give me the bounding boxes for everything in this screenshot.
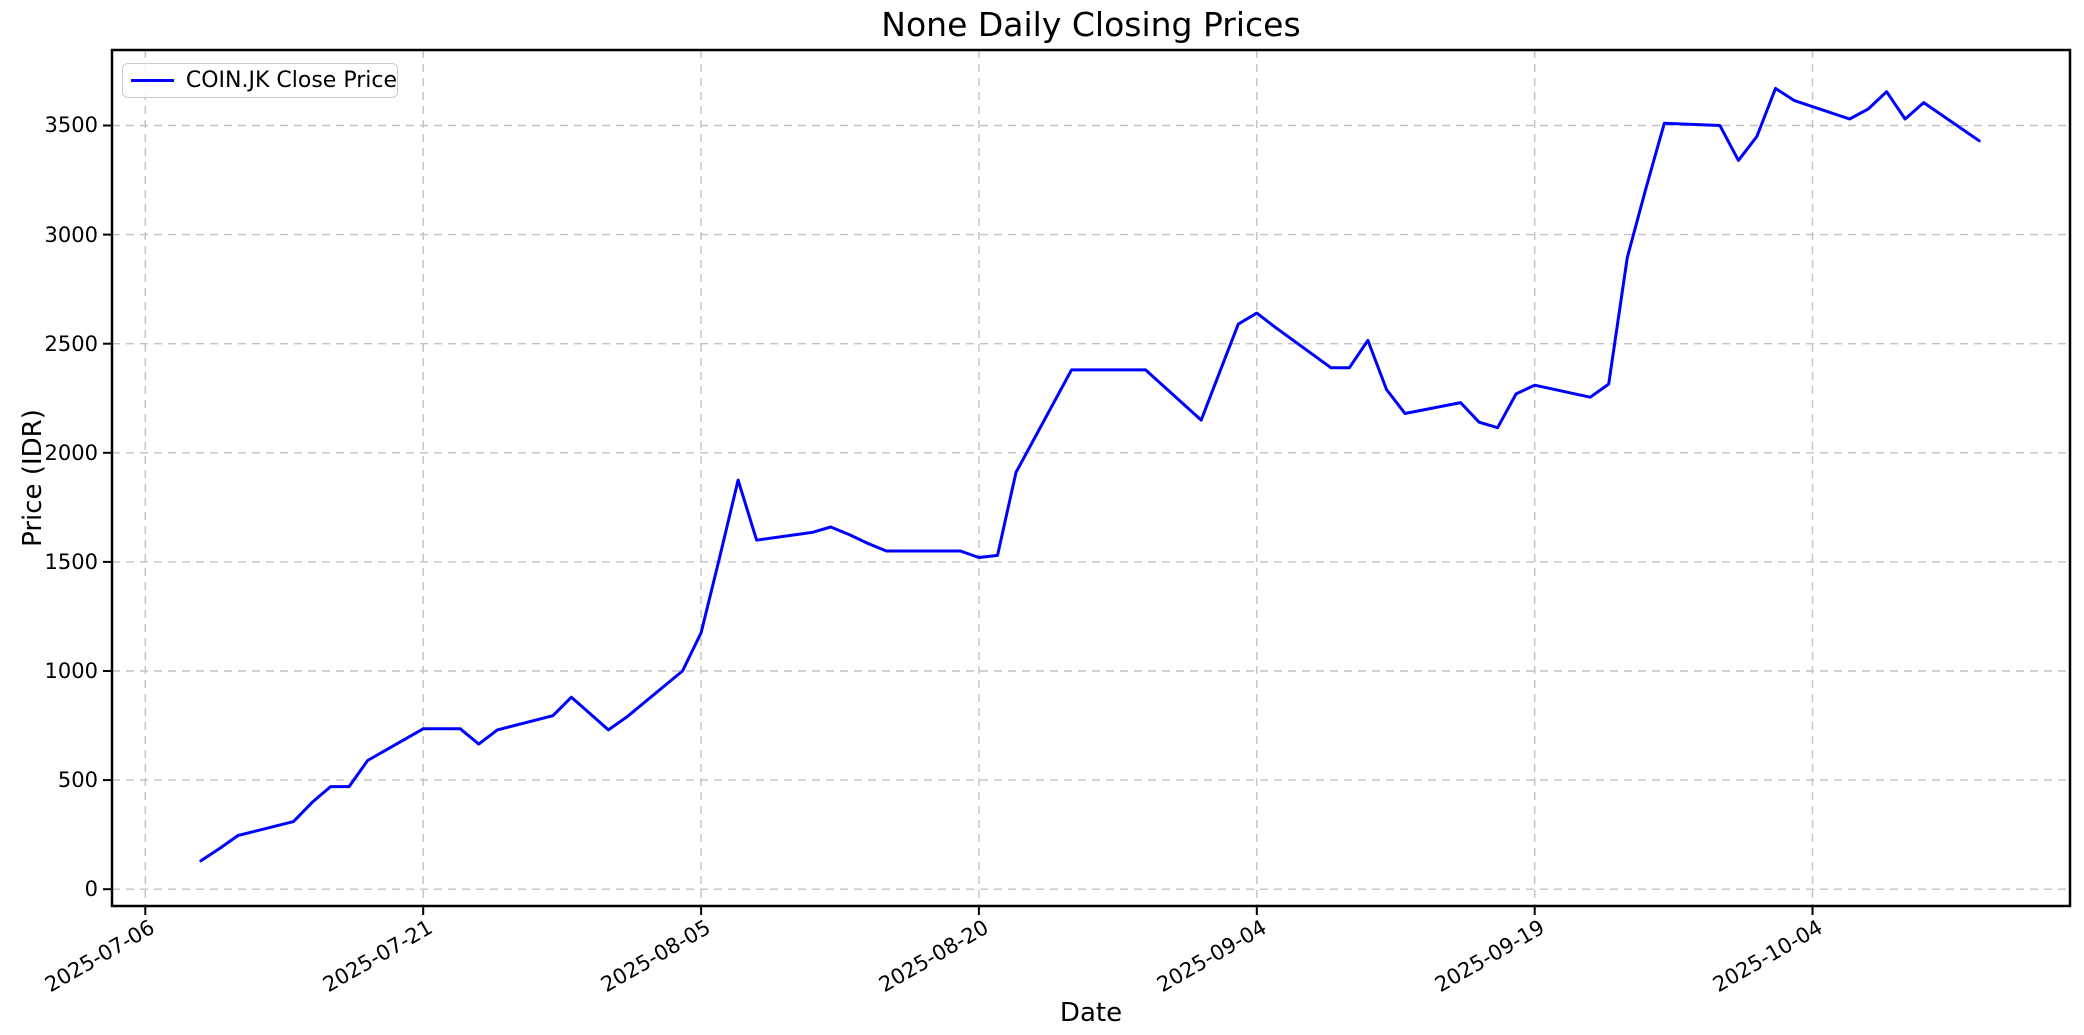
- legend-line-sample-icon: [131, 79, 174, 82]
- y-tick-label: 3000: [44, 223, 98, 247]
- x-axis-label: Date: [1059, 998, 1123, 1028]
- y-tick-label: 2500: [44, 332, 98, 356]
- legend: COIN.JK Close Price: [122, 63, 398, 98]
- y-tick-label: 500: [57, 768, 98, 792]
- legend-label: COIN.JK Close Price: [185, 67, 397, 93]
- y-tick-label: 1000: [44, 659, 98, 683]
- y-tick-label: 0: [84, 877, 98, 901]
- y-tick-label: 1500: [44, 550, 98, 574]
- y-axis-label: Price (IDR): [18, 409, 48, 547]
- y-tick-label: 2000: [44, 441, 98, 465]
- chart-title: None Daily Closing Prices: [881, 5, 1301, 44]
- y-tick-label: 3500: [44, 113, 98, 137]
